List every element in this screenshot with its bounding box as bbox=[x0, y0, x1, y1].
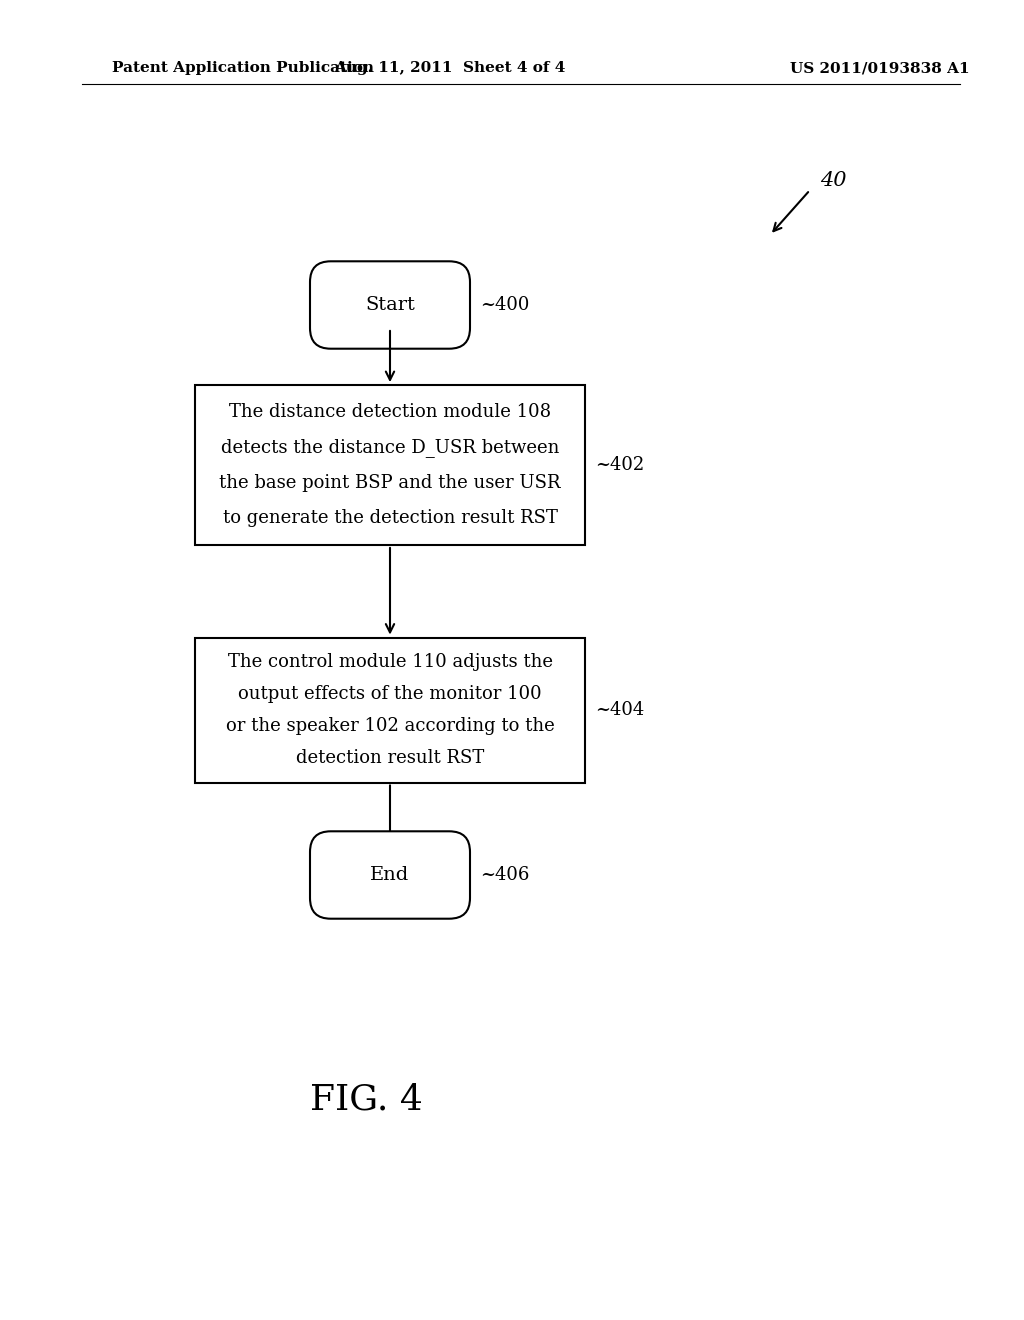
Text: ~400: ~400 bbox=[480, 296, 529, 314]
Text: output effects of the monitor 100: output effects of the monitor 100 bbox=[239, 685, 542, 702]
Text: ~402: ~402 bbox=[595, 455, 644, 474]
Text: FIG. 4: FIG. 4 bbox=[310, 1082, 423, 1117]
Text: detects the distance D_USR between: detects the distance D_USR between bbox=[221, 438, 559, 457]
Text: or the speaker 102 according to the: or the speaker 102 according to the bbox=[225, 717, 554, 735]
Text: Start: Start bbox=[366, 296, 415, 314]
Text: Patent Application Publication: Patent Application Publication bbox=[112, 61, 374, 75]
Bar bbox=[195, 385, 585, 545]
Bar bbox=[195, 638, 585, 783]
Text: 40: 40 bbox=[820, 170, 847, 190]
Text: The control module 110 adjusts the: The control module 110 adjusts the bbox=[227, 652, 553, 671]
Text: ~404: ~404 bbox=[595, 701, 644, 719]
FancyBboxPatch shape bbox=[310, 261, 470, 348]
Text: the base point BSP and the user USR: the base point BSP and the user USR bbox=[219, 474, 561, 492]
Text: ~406: ~406 bbox=[480, 866, 529, 884]
Text: End: End bbox=[371, 866, 410, 884]
Text: US 2011/0193838 A1: US 2011/0193838 A1 bbox=[791, 61, 970, 75]
FancyBboxPatch shape bbox=[310, 832, 470, 919]
Text: detection result RST: detection result RST bbox=[296, 750, 484, 767]
Text: to generate the detection result RST: to generate the detection result RST bbox=[222, 510, 557, 527]
Text: Aug. 11, 2011  Sheet 4 of 4: Aug. 11, 2011 Sheet 4 of 4 bbox=[334, 61, 565, 75]
Text: The distance detection module 108: The distance detection module 108 bbox=[229, 403, 551, 421]
